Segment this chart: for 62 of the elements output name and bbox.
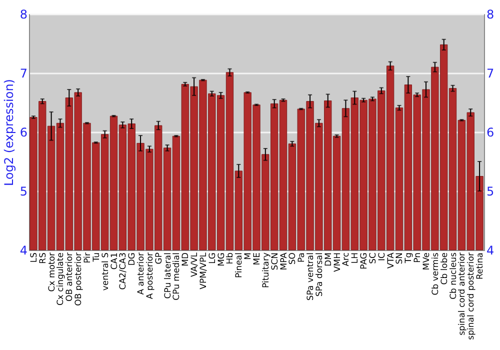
x-tick-label: CPu lateral — [163, 252, 174, 299]
x-tick-label: MD — [181, 252, 192, 266]
x-tick-label: Tg — [404, 252, 414, 264]
x-tick-label: MG — [216, 252, 227, 266]
x-tick-label: Cx motor — [47, 252, 58, 292]
x-tick-label: OB anterior — [65, 252, 76, 302]
x-tick-label: RS — [38, 252, 48, 264]
y2-tick-label: 8 — [486, 8, 494, 22]
x-tick-label: SO — [288, 252, 298, 265]
x-tick-label: SCN — [270, 252, 280, 270]
x-tick-label: SC — [368, 252, 378, 264]
y2-tick-label: 6 — [486, 126, 494, 140]
x-tick-label: Cb vermis — [430, 252, 441, 296]
x-tick-label: A anterior — [136, 252, 147, 295]
x-tick-label: Retina — [476, 252, 486, 280]
x-tick-label: CA2/CA3 — [118, 252, 129, 290]
x-tick-label: VMH — [332, 252, 343, 272]
y-axis-title: Log2 (expression) — [2, 79, 16, 186]
x-tick-label: Hb — [226, 252, 236, 264]
x-tick-label: spinal cord posterior — [466, 252, 477, 340]
x-tick-label: VTA — [386, 252, 396, 269]
x-tick-label: SPa dorsal — [314, 252, 325, 297]
x-tick-label: Cx cingulate — [56, 252, 66, 306]
x-tick-label: Pituitary — [261, 252, 272, 288]
y2-tick-label: 5 — [486, 184, 494, 198]
x-tick-label: DM — [324, 252, 334, 266]
x-tick-label: SN — [395, 252, 406, 264]
x-tick-label: M — [244, 252, 254, 260]
x-tick-label: CPu medial — [172, 252, 182, 300]
x-tick-label: ME — [252, 252, 262, 266]
x-tick-label: CA1 — [110, 252, 120, 270]
y-tick-label: 8 — [20, 8, 28, 22]
x-tick-label: DG — [128, 252, 138, 266]
x-tick-label: GP — [154, 252, 164, 264]
y-tick-label: 4 — [20, 244, 28, 258]
x-tick-label: LS — [29, 252, 40, 263]
x-tick-label: Pn — [413, 252, 424, 263]
x-tick-label: Cb nucleus — [448, 252, 459, 300]
x-tick-label: LH — [350, 252, 361, 264]
x-tick-label: Pir — [82, 252, 93, 264]
x-tick-label: OB posterior — [74, 252, 84, 306]
x-tick-label: Tu — [92, 252, 102, 263]
x-tick-label: spinal cord anterior — [458, 252, 468, 336]
x-tick-label: A posterior — [145, 252, 156, 300]
x-tick-label: LG — [208, 252, 218, 264]
x-tick-label: Pa — [297, 252, 308, 262]
x-tick-label: MVe — [422, 252, 432, 270]
x-tick-label: MPA — [279, 252, 290, 270]
x-tick-label: SPa ventral — [306, 252, 316, 301]
x-tick-label: Arc — [342, 252, 352, 266]
y2-tick-label: 7 — [486, 66, 494, 80]
y-tick-label: 5 — [20, 184, 28, 198]
x-tick-label: VPM/VPL — [198, 252, 209, 290]
x-tick-label: Pineal — [234, 252, 245, 278]
y-tick-label: 6 — [20, 126, 28, 140]
x-tick-label: ventral S — [100, 252, 111, 291]
x-tick-label: PAG — [360, 252, 370, 270]
y-tick-label: 7 — [20, 66, 28, 80]
y2-tick-label: 4 — [486, 244, 494, 258]
x-tick-label: Cb lobe — [440, 252, 450, 285]
x-tick-label: IC — [377, 252, 388, 261]
x-tick-label: VA/VL — [190, 252, 200, 277]
